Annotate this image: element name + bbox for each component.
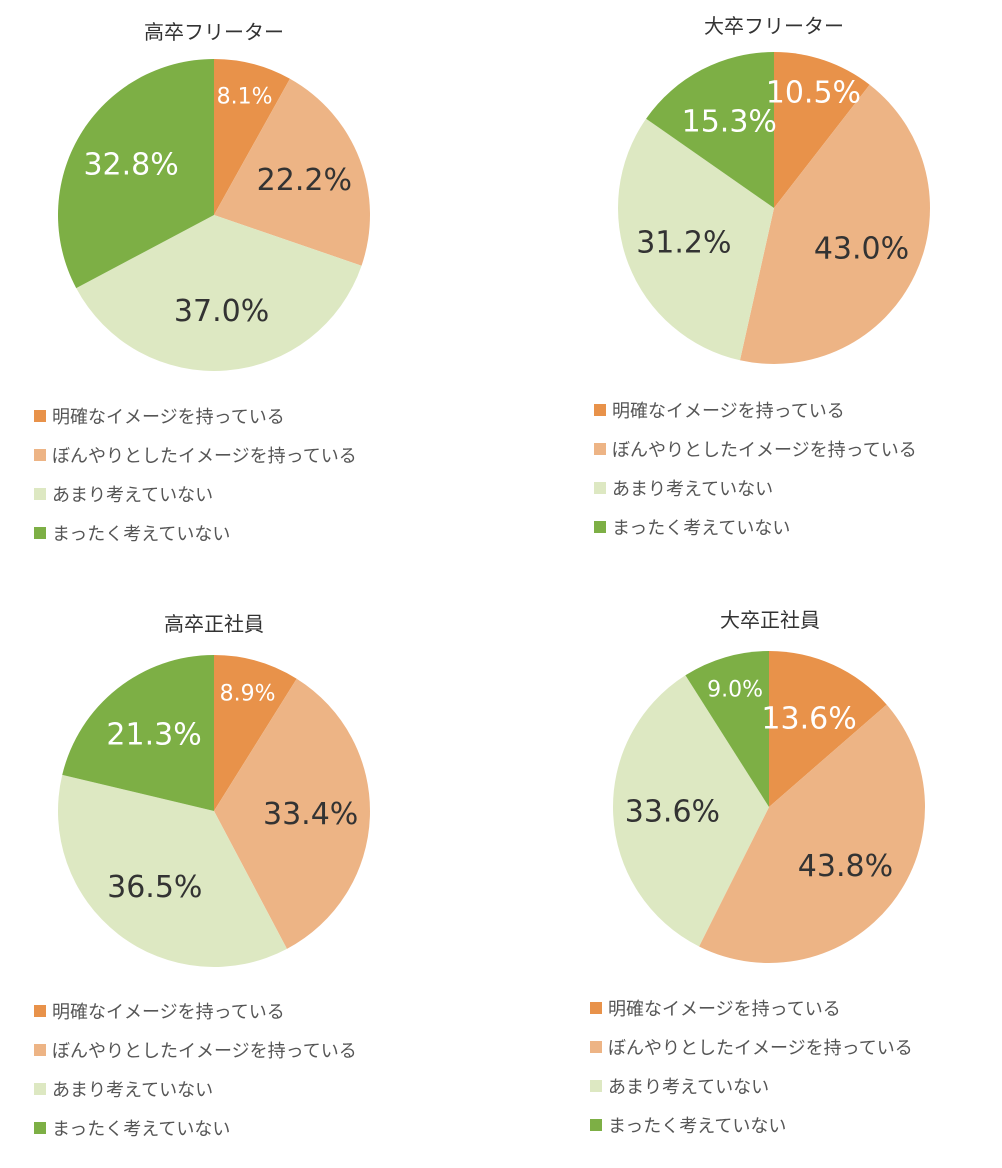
- slice-clear-image: [774, 52, 870, 208]
- slice-value-label: 15.3%: [682, 105, 777, 140]
- legend-label: ぼんやりとしたイメージを持っている: [52, 1040, 357, 1062]
- slice-value-label: 36.5%: [107, 870, 202, 905]
- slice-vague-image: [214, 678, 371, 949]
- legend-item-vague-image: ぼんやりとしたイメージを持っている: [34, 1030, 357, 1069]
- legend-label: まったく考えていない: [52, 1118, 231, 1140]
- legend: 明確なイメージを持っている ぼんやりとしたイメージを持っている あまり考えていな…: [34, 991, 357, 1147]
- legend-item-clear-image: 明確なイメージを持っている: [594, 390, 917, 429]
- legend-swatch: [590, 1001, 602, 1014]
- legend-swatch: [34, 1004, 46, 1017]
- slice-vague-image: [214, 78, 370, 266]
- legend-label: まったく考えていない: [608, 1115, 787, 1137]
- slice-value-label: 37.0%: [174, 294, 269, 329]
- slice-clear-image: [214, 655, 297, 811]
- legend-swatch: [34, 526, 46, 539]
- slice-value-label: 43.8%: [798, 849, 893, 884]
- legend: 明確なイメージを持っている ぼんやりとしたイメージを持っている あまり考えていな…: [594, 390, 917, 546]
- slice-rarely-think: [617, 118, 774, 361]
- legend-swatch: [34, 448, 46, 461]
- legend-swatch: [34, 1121, 46, 1134]
- chart-title: 高卒フリーター: [144, 20, 284, 44]
- slice-value-label: 10.5%: [766, 75, 861, 110]
- legend-item-never-think: まったく考えていない: [594, 507, 917, 546]
- legend-item-clear-image: 明確なイメージを持っている: [34, 991, 357, 1030]
- legend-item-clear-image: 明確なイメージを持っている: [590, 988, 913, 1027]
- legend-item-never-think: まったく考えていない: [590, 1105, 913, 1144]
- chart-title: 大卒正社員: [720, 608, 820, 632]
- slice-never-think: [57, 59, 214, 289]
- slice-rarely-think: [613, 675, 769, 947]
- legend-item-vague-image: ぼんやりとしたイメージを持っている: [594, 429, 917, 468]
- slice-value-label: 31.2%: [636, 226, 731, 261]
- legend-label: まったく考えていない: [52, 523, 231, 545]
- slice-clear-image: [214, 59, 290, 215]
- legend-swatch: [34, 1082, 46, 1095]
- legend-label: 明確なイメージを持っている: [52, 1001, 285, 1023]
- legend-swatch: [590, 1040, 602, 1053]
- legend-swatch: [594, 442, 606, 455]
- slice-clear-image: [769, 651, 887, 807]
- legend-item-never-think: まったく考えていない: [34, 513, 357, 552]
- legend-item-never-think: まったく考えていない: [34, 1108, 357, 1147]
- slice-value-label: 8.9%: [220, 682, 276, 707]
- legend-label: あまり考えていない: [612, 478, 774, 500]
- slice-never-think: [62, 655, 215, 811]
- slice-vague-image: [739, 84, 930, 365]
- chart-title: 高卒正社員: [164, 612, 264, 636]
- legend-swatch: [594, 403, 606, 416]
- legend-label: 明確なイメージを持っている: [608, 998, 841, 1020]
- slice-value-label: 43.0%: [814, 232, 909, 267]
- legend-label: まったく考えていない: [612, 517, 791, 539]
- legend-label: あまり考えていない: [52, 484, 214, 506]
- legend-label: 明確なイメージを持っている: [52, 406, 285, 428]
- slice-rarely-think: [76, 215, 362, 371]
- legend-swatch: [590, 1079, 602, 1092]
- chart-title: 大卒フリーター: [704, 14, 844, 38]
- legend: 明確なイメージを持っている ぼんやりとしたイメージを持っている あまり考えていな…: [34, 396, 357, 552]
- slice-value-label: 21.3%: [106, 718, 201, 753]
- slice-never-think: [646, 51, 774, 208]
- legend-label: ぼんやりとしたイメージを持っている: [52, 445, 357, 467]
- legend-swatch: [34, 487, 46, 500]
- slice-value-label: 33.4%: [263, 797, 358, 832]
- slice-value-label: 8.1%: [217, 85, 273, 110]
- slice-rarely-think: [58, 774, 287, 967]
- legend-item-vague-image: ぼんやりとしたイメージを持っている: [590, 1027, 913, 1066]
- legend-label: ぼんやりとしたイメージを持っている: [608, 1037, 913, 1059]
- legend-item-rarely-think: あまり考えていない: [594, 468, 917, 507]
- legend-swatch: [34, 1043, 46, 1056]
- legend-swatch: [594, 520, 606, 533]
- slice-vague-image: [699, 704, 925, 963]
- slice-value-label: 13.6%: [761, 701, 856, 736]
- slice-value-label: 33.6%: [625, 794, 720, 829]
- legend-label: ぼんやりとしたイメージを持っている: [612, 439, 917, 461]
- legend-swatch: [590, 1118, 602, 1131]
- legend-item-rarely-think: あまり考えていない: [590, 1066, 913, 1105]
- legend: 明確なイメージを持っている ぼんやりとしたイメージを持っている あまり考えていな…: [590, 988, 913, 1144]
- legend-swatch: [34, 409, 46, 422]
- legend-swatch: [594, 481, 606, 494]
- legend-label: 明確なイメージを持っている: [612, 400, 845, 422]
- legend-label: あまり考えていない: [52, 1079, 214, 1101]
- legend-label: あまり考えていない: [608, 1076, 770, 1098]
- legend-item-clear-image: 明確なイメージを持っている: [34, 396, 357, 435]
- slice-value-label: 32.8%: [83, 148, 178, 183]
- legend-item-rarely-think: あまり考えていない: [34, 1069, 357, 1108]
- legend-item-rarely-think: あまり考えていない: [34, 474, 357, 513]
- slice-never-think: [685, 651, 769, 807]
- slice-value-label: 9.0%: [707, 678, 763, 703]
- legend-item-vague-image: ぼんやりとしたイメージを持っている: [34, 435, 357, 474]
- slice-value-label: 22.2%: [257, 163, 352, 198]
